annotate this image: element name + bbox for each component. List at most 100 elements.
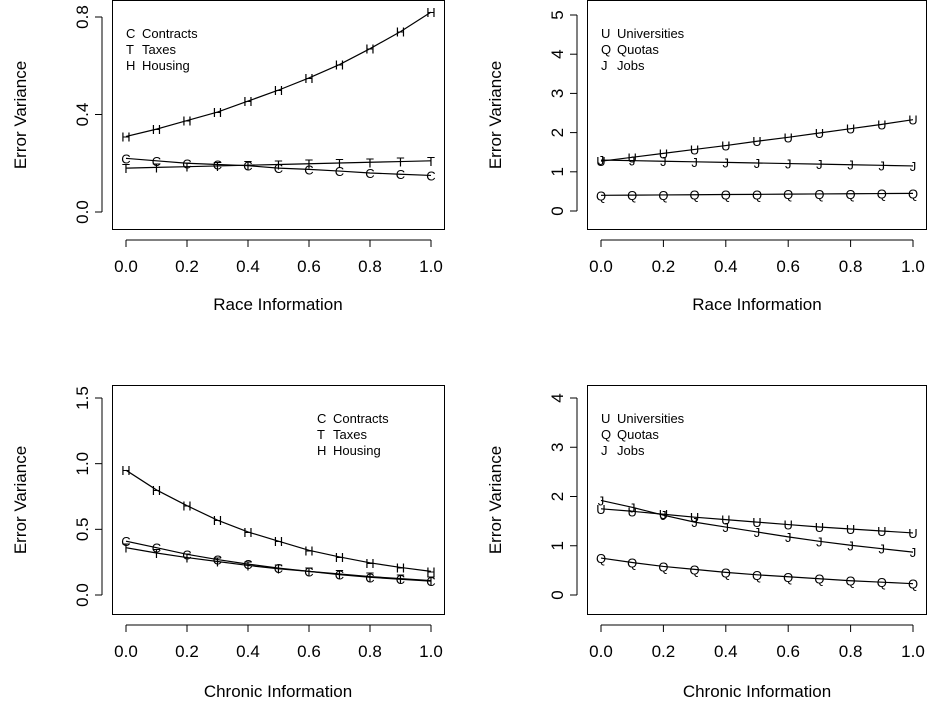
data-point: J [816,534,823,549]
data-point: C [335,568,344,583]
x-tick-label: 0.8 [839,642,863,661]
data-point: T [427,574,435,589]
y-tick-label: 3 [548,89,567,98]
data-point: Q [596,551,606,566]
series-jobs: J J J J J J J J J J J [598,493,917,560]
legend-label: Quotas [617,42,659,57]
x-tick-label: 1.0 [419,642,443,661]
data-point: U [752,515,761,530]
series-universities: U U U U U U U U U U U [596,113,917,170]
y-tick-label: 0.0 [73,583,92,607]
data-point: J [754,525,761,540]
data-point: Q [752,187,762,202]
data-point: T [183,551,191,566]
data-point: H [396,25,405,40]
data-point: J [910,159,917,174]
x-tick-label: 1.0 [901,257,925,276]
data-point: Q [627,555,637,570]
plot-frame [112,0,445,230]
data-point: H [304,543,313,558]
data-point: J [598,153,605,168]
data-point: J [723,520,730,535]
data-point: C [243,159,252,174]
x-tick-label: 0.2 [652,642,676,661]
data-point: T [336,567,344,582]
series-housing: H H H H H H H H H H H [121,463,435,579]
data-point: J [598,493,605,508]
data-point: J [691,155,698,170]
data-point: J [816,157,823,172]
data-point: J [629,500,636,515]
y-axis-title: Error Variance [486,446,505,554]
data-point: T [397,155,405,170]
data-point: H [365,42,374,57]
data-point: J [691,515,698,530]
data-point: H [243,94,252,109]
data-point: H [213,105,222,120]
data-point: U [721,139,730,154]
data-point: H [426,564,435,579]
series-line [125,469,432,572]
data-point: J [723,155,730,170]
data-point: H [426,5,435,20]
chart-panel-1: 0.0 0.2 0.4 0.6 0.8 1.0 0.0 0.4 0.8 Race Informat… [11,0,445,314]
y-tick-label: 0.8 [73,5,92,29]
data-point: U [846,122,855,137]
data-point: J [785,157,792,172]
data-point: Q [721,565,731,580]
plot-frame [112,385,445,615]
legend: C Contracts T Taxes H Housing [317,411,389,458]
y-tick-label: 4 [548,393,567,402]
legend-symbol: U [601,411,610,426]
data-point: H [182,114,191,129]
data-point: C [152,154,161,169]
series-housing: H H H H H H H H H H H [121,5,435,144]
y-tick-label: 2 [548,128,567,137]
data-point: T [153,546,161,561]
data-point: H [274,83,283,98]
legend-label: Quotas [617,427,659,442]
chart-panel-3: 0.0 0.2 0.4 0.6 0.8 1.0 0.0 0.5 1.0 1.5 Chronic In… [11,385,445,701]
legend-label: Jobs [617,58,645,73]
data-point: Q [908,186,918,201]
series-line [125,160,432,169]
data-point: J [754,156,761,171]
data-point: T [275,157,283,172]
data-point: H [396,560,405,575]
legend-symbol: J [601,58,608,73]
y-tick-label: 1 [548,167,567,176]
data-point: Q [690,562,700,577]
series-line [600,119,914,162]
y-tick-label: 2 [548,492,567,501]
data-point: J [660,154,667,169]
x-axis-title: Race Information [213,295,342,314]
x-tick-label: 0.0 [589,642,613,661]
y-tick-label: 5 [548,10,567,19]
y-axis-title: Error Variance [11,446,30,554]
legend-symbol: U [601,26,610,41]
data-point: Q [846,187,856,202]
data-point: Q [814,187,824,202]
data-point: C [213,157,222,172]
data-point: C [152,541,161,556]
x-tick-label: 0.4 [714,257,738,276]
data-point: T [397,572,405,587]
data-point: C [182,547,191,562]
y-tick-label: 0.4 [73,103,92,127]
data-point: U [877,117,886,132]
legend-symbol: Q [601,427,611,442]
legend-label: Universities [617,411,685,426]
y-axis-title: Error Variance [486,61,505,169]
data-point: U [690,510,699,525]
data-point: H [121,463,130,478]
legend-symbol: T [126,42,134,57]
x-tick-label: 0.6 [776,642,800,661]
legend-label: Taxes [142,42,176,57]
data-point: Q [658,188,668,203]
legend-label: Contracts [142,26,198,41]
